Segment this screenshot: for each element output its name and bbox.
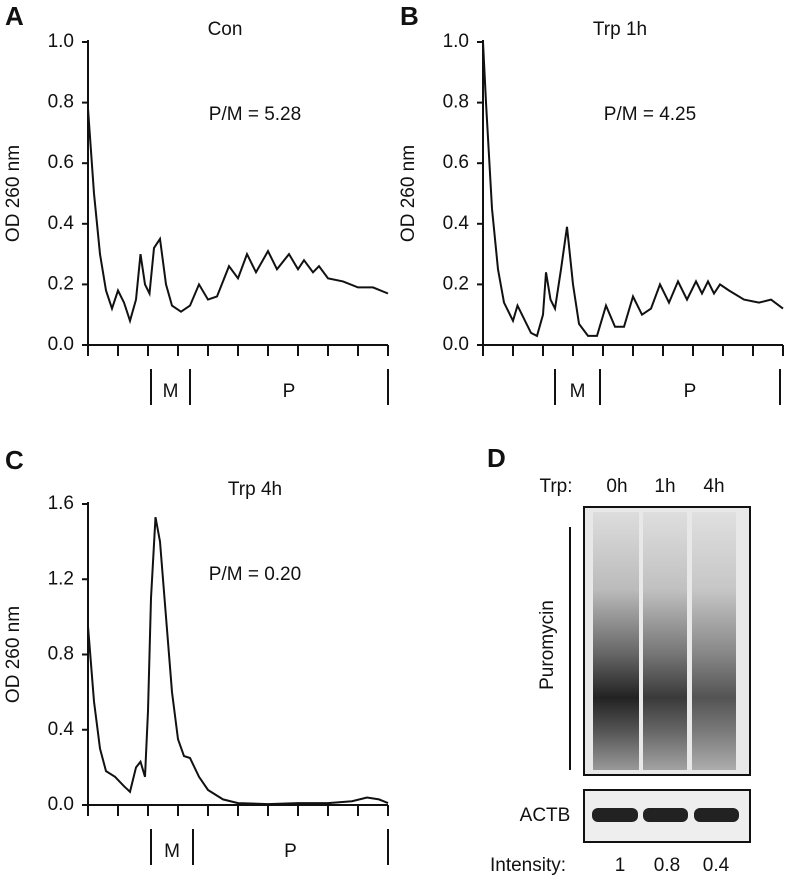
region-label: M: [570, 381, 586, 402]
y-tick-label: 0.0: [48, 334, 74, 355]
intensity-label: Intensity:: [490, 855, 566, 876]
region-label: M: [164, 841, 180, 862]
annotation: P/M = 5.28: [209, 104, 301, 125]
chart-title: Trp 4h: [228, 479, 282, 500]
annotation: P/M = 4.25: [604, 104, 696, 125]
intensity-value: 1: [615, 855, 626, 876]
band-label: Puromycin: [537, 600, 558, 690]
profile-line: [482, 41, 784, 338]
intensity-value: 0.8: [654, 855, 680, 876]
profile-line: [87, 517, 389, 806]
y-tick-label: 0.0: [443, 334, 469, 355]
blot-band: [592, 808, 638, 822]
region-label: P: [283, 381, 296, 402]
chart-title: Con: [208, 19, 243, 40]
y-tick-label: 0.6: [443, 152, 469, 173]
lane-label: 4h: [703, 476, 724, 497]
annotation: P/M = 0.20: [209, 564, 301, 585]
panel-letter: D: [487, 443, 506, 473]
y-tick-label: 0.8: [443, 92, 469, 113]
y-axis-label: OD 260 nm: [3, 145, 24, 242]
row-label: Trp:: [539, 476, 572, 497]
panel-letter: C: [5, 445, 24, 475]
y-tick-label: 1.0: [443, 31, 469, 52]
blot-lane: [643, 512, 687, 770]
band-label: ACTB: [520, 805, 571, 826]
y-tick-label: 0.8: [48, 92, 74, 113]
panel-letter: B: [400, 1, 419, 31]
y-tick-label: 0.2: [48, 273, 74, 294]
y-tick-label: 0.4: [48, 213, 75, 234]
y-tick-label: 0.6: [48, 152, 74, 173]
y-tick-label: 1.6: [48, 493, 74, 514]
y-axis-label: OD 260 nm: [398, 145, 419, 242]
lane-label: 1h: [654, 476, 675, 497]
y-axis-label: OD 260 nm: [3, 606, 24, 703]
y-tick-label: 1.2: [48, 568, 74, 589]
blot-band: [643, 808, 688, 822]
y-tick-label: 0.4: [48, 719, 75, 740]
region-label: P: [684, 381, 697, 402]
region-label: P: [284, 841, 297, 862]
y-tick-label: 0.2: [443, 273, 469, 294]
profile-line: [87, 108, 389, 325]
region-label: M: [163, 381, 179, 402]
intensity-value: 0.4: [703, 855, 730, 876]
y-tick-label: 0.0: [48, 794, 74, 815]
panel-letter: A: [5, 1, 24, 31]
blot-lane: [593, 512, 639, 770]
y-tick-label: 0.8: [48, 644, 74, 665]
blot-band: [694, 808, 739, 822]
y-tick-label: 1.0: [48, 31, 74, 52]
y-tick-label: 0.4: [443, 213, 470, 234]
blot-lane: [692, 512, 736, 770]
chart-title: Trp 1h: [593, 19, 647, 40]
lane-label: 0h: [606, 476, 627, 497]
